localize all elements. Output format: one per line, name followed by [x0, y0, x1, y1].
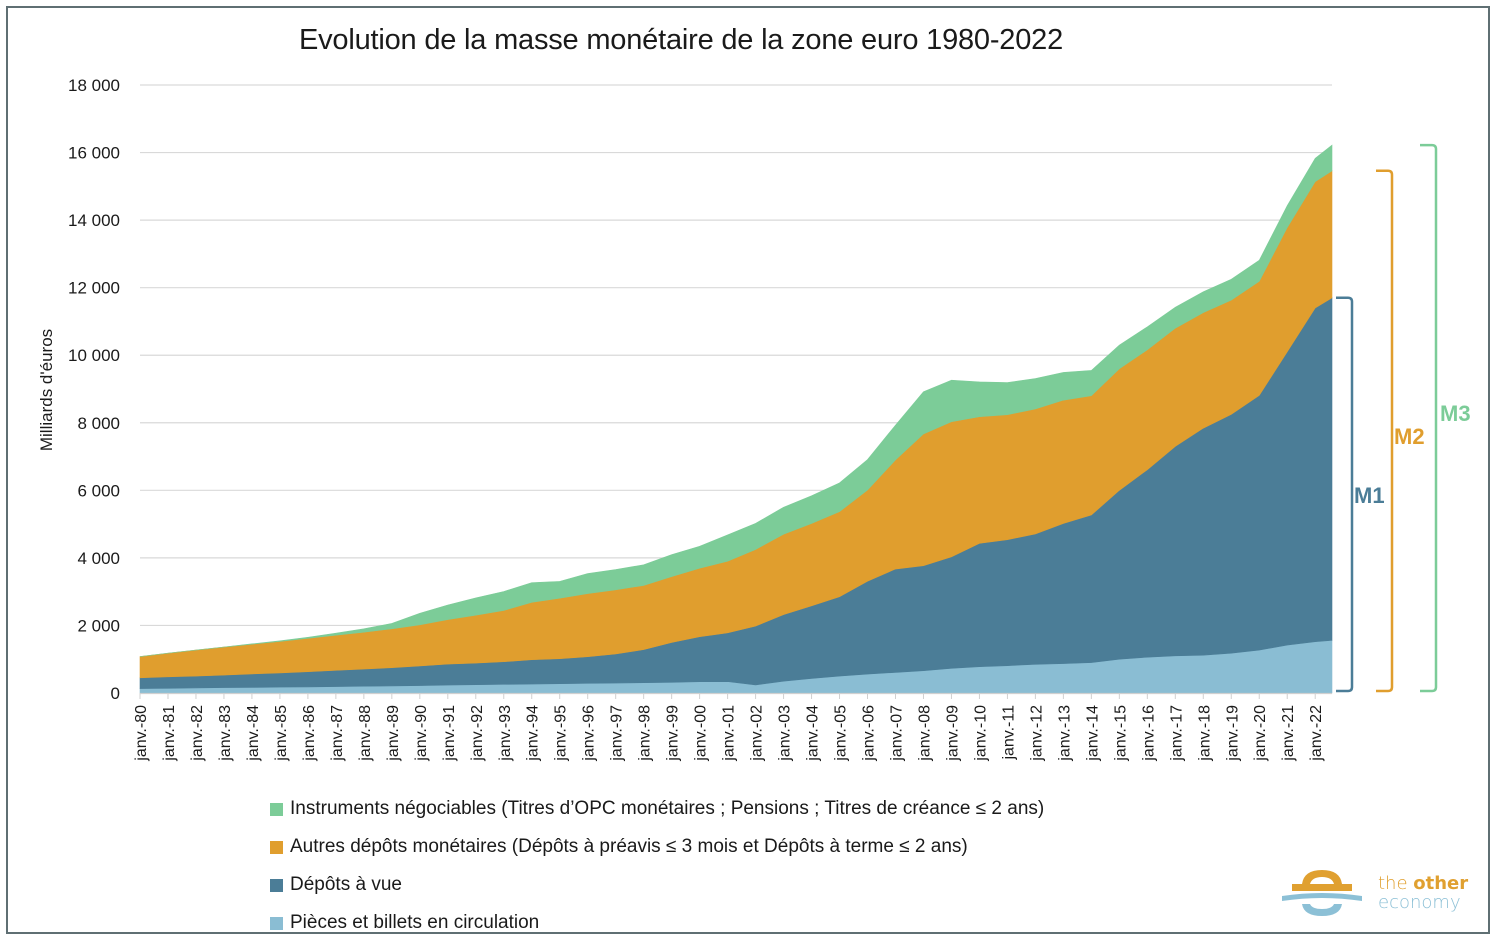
x-tick-label: janv.-22 [1308, 705, 1325, 762]
legend-swatch [270, 878, 283, 892]
legend-label: Pièces et billets en circulation [290, 912, 540, 933]
legend: Instruments négociables (Titres d’OPC mo… [270, 790, 1044, 942]
x-tick-label: janv.-19 [1224, 705, 1241, 762]
logo-icon [1282, 870, 1362, 916]
bracket-label-m3: M3 [1440, 401, 1471, 426]
x-tick-label: janv.-21 [1280, 705, 1297, 762]
x-tick-label: janv.-08 [916, 705, 933, 762]
y-tick-label: 8 000 [77, 414, 120, 433]
legend-label: Instruments négociables (Titres d’OPC mo… [290, 798, 1045, 819]
x-tick-label: janv.-95 [553, 705, 570, 762]
y-tick-label: 14 000 [68, 211, 120, 230]
y-tick-label: 12 000 [68, 279, 120, 298]
x-tick-label: janv.-99 [665, 705, 682, 762]
x-tick-label: janv.-90 [413, 705, 430, 762]
y-axis-label: Milliards d'éuros [37, 329, 56, 451]
x-tick-label: janv.-81 [161, 705, 178, 762]
chart-title: Evolution de la masse monétaire de la zo… [298, 24, 1064, 56]
legend-swatch [270, 802, 283, 816]
bracket-m2 [1376, 169, 1394, 693]
x-tick-label: janv.-16 [1140, 705, 1157, 762]
y-tick-label: 16 000 [68, 144, 120, 163]
x-tick-label: janv.-18 [1196, 705, 1213, 762]
x-tick-label: janv.-98 [637, 705, 654, 762]
bracket-m3 [1420, 143, 1438, 693]
y-tick-label: 2 000 [77, 616, 120, 635]
x-tick-label: janv.-11 [1000, 705, 1017, 761]
y-tick-label: 18 000 [68, 76, 120, 95]
legend-item-autres-depots: Autres dépôts monétaires (Dépôts à préav… [270, 828, 1044, 866]
x-tick-label: janv.-20 [1252, 705, 1269, 762]
x-tick-label: janv.-01 [721, 705, 738, 762]
x-tick-label: janv.-87 [329, 705, 346, 762]
legend-label: Dépôts à vue [290, 874, 402, 895]
x-tick-label: janv.-17 [1168, 705, 1185, 762]
legend-swatch [270, 840, 283, 854]
x-tick-label: janv.-96 [581, 705, 598, 762]
x-tick-label: janv.-05 [833, 705, 850, 762]
y-tick-label: 4 000 [77, 549, 120, 568]
logo-word-the: the [1378, 873, 1414, 894]
y-tick-label: 0 [111, 684, 120, 703]
x-tick-label: janv.-83 [217, 705, 234, 762]
logo-word-economy: economy [1378, 892, 1461, 913]
x-tick-label: janv.-12 [1028, 705, 1045, 762]
x-tick-label: janv.-89 [385, 705, 402, 762]
x-tick-label: janv.-92 [469, 705, 486, 762]
x-tick-label: janv.-02 [749, 705, 766, 762]
bracket-m1 [1336, 296, 1354, 693]
legend-item-depots-a-vue: Dépôts à vue [270, 866, 1044, 904]
stacked-areas [139, 144, 1333, 694]
legend-swatch [270, 916, 283, 930]
y-axis-ticks: 0 2 000 4 000 6 000 8 000 10 000 12 000 14 000 1… [68, 76, 120, 703]
x-axis: janv.-80 janv.-81 janv.-82 janv.-83 janv.-84… [133, 692, 1332, 762]
x-tick-label: janv.-14 [1084, 705, 1101, 762]
x-tick-label: janv.-10 [972, 705, 989, 762]
bracket-label-m2: M2 [1394, 424, 1425, 449]
x-tick-label: janv.-88 [357, 705, 374, 762]
x-tick-label: janv.-93 [497, 705, 514, 762]
legend-item-pieces-billets: Pièces et billets en circulation [270, 904, 1044, 942]
x-tick-label: janv.-04 [805, 705, 822, 762]
y-tick-label: 10 000 [68, 346, 120, 365]
x-tick-label: janv.-97 [609, 705, 626, 762]
aggregate-brackets: M1 M2 M3 [1336, 143, 1471, 693]
x-tick-label: janv.-82 [189, 705, 206, 762]
the-other-economy-logo: the other economy [1278, 864, 1488, 924]
logo-word-other: other [1413, 873, 1469, 894]
x-tick-label: janv.-91 [441, 705, 458, 762]
x-tick-label: janv.-00 [693, 705, 710, 762]
x-tick-label: janv.-94 [525, 705, 542, 762]
y-tick-label: 6 000 [77, 481, 120, 500]
x-tick-label: janv.-80 [133, 705, 150, 762]
x-tick-label: janv.-07 [888, 705, 905, 762]
x-tick-label: janv.-06 [861, 705, 878, 762]
x-tick-label: janv.-03 [777, 705, 794, 762]
bracket-label-m1: M1 [1354, 483, 1385, 508]
area-series-3 [139, 144, 1333, 657]
x-tick-label: janv.-13 [1056, 705, 1073, 762]
legend-item-instruments: Instruments négociables (Titres d’OPC mo… [270, 790, 1044, 828]
logo-text: the other economy [1378, 874, 1468, 912]
x-tick-label: janv.-09 [944, 705, 961, 762]
x-tick-label: janv.-86 [301, 705, 318, 762]
x-tick-label: janv.-85 [273, 705, 290, 762]
x-tick-label: janv.-15 [1112, 705, 1129, 762]
x-tick-label: janv.-84 [245, 705, 262, 762]
legend-label: Autres dépôts monétaires (Dépôts à préav… [290, 836, 968, 857]
